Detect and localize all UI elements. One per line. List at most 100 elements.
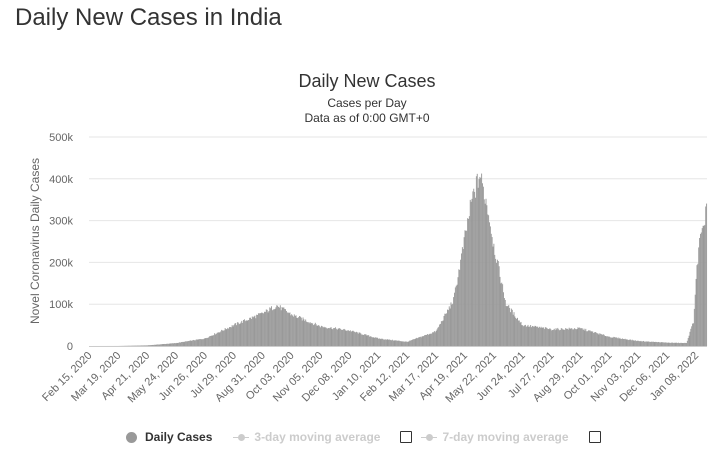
daily-cases-bar (659, 342, 661, 346)
daily-cases-bar (160, 344, 162, 346)
daily-cases-bar (253, 316, 255, 346)
legend: Daily Cases 3-day moving average 7-day m… (126, 427, 601, 447)
daily-cases-bar (229, 327, 231, 346)
daily-cases-bar (291, 314, 293, 346)
daily-cases-bar (649, 341, 651, 346)
daily-cases-bar (648, 341, 650, 346)
daily-cases-bar (425, 334, 427, 346)
daily-cases-bar (180, 342, 182, 346)
daily-cases-bar (216, 332, 218, 346)
daily-cases-bar (520, 321, 522, 346)
y-gridlines (89, 136, 707, 305)
daily-cases-bar (538, 327, 539, 346)
daily-cases-bar (257, 313, 259, 346)
daily-cases-bar (258, 313, 260, 346)
daily-cases-bar (475, 197, 476, 346)
daily-cases-bar (327, 328, 329, 346)
daily-cases-bar (629, 339, 631, 346)
daily-cases-bar (276, 305, 278, 346)
daily-cases-bar (405, 341, 407, 346)
daily-cases-bar (537, 326, 539, 346)
daily-cases-bar (280, 310, 282, 346)
daily-cases-bar (440, 321, 442, 346)
daily-cases-bar (200, 339, 202, 346)
daily-cases-bar (603, 334, 605, 346)
daily-cases-bar (193, 339, 195, 346)
daily-cases-bar (287, 312, 289, 346)
daily-cases-bar (409, 340, 411, 346)
daily-cases-bar (334, 327, 336, 346)
daily-cases-bar (573, 329, 574, 346)
daily-cases-bar (448, 306, 450, 346)
daily-cases-bar (300, 317, 302, 346)
daily-cases-bar (326, 328, 328, 346)
daily-cases-bar (631, 339, 633, 346)
daily-cases-bar (592, 331, 594, 346)
daily-cases-bar (387, 339, 389, 346)
3-day-average-checkbox[interactable] (400, 431, 413, 443)
daily-cases-bar (267, 312, 269, 346)
daily-cases-bar (507, 305, 509, 346)
daily-cases-bar (368, 335, 370, 346)
daily-cases-bar (572, 329, 574, 346)
daily-cases-bar (324, 327, 326, 346)
daily-cases-bar (624, 338, 626, 346)
daily-cases-bar (528, 326, 530, 346)
daily-cases-bar (263, 313, 265, 346)
daily-cases-bar (345, 330, 347, 346)
7-day-average-checkbox[interactable] (588, 431, 601, 443)
daily-cases-bar (514, 316, 516, 346)
daily-cases-bar (405, 341, 406, 346)
daily-cases-bar (480, 177, 482, 346)
daily-cases-bar (360, 333, 362, 346)
daily-cases-bar (261, 312, 263, 346)
daily-cases-bar (233, 324, 235, 346)
daily-cases-bar (496, 259, 498, 346)
daily-cases-bar (638, 341, 640, 346)
daily-cases-bar (147, 345, 149, 346)
daily-cases-bar (244, 321, 246, 346)
daily-cases-bar (278, 307, 280, 346)
daily-cases-bar (341, 329, 343, 346)
daily-cases-bar (416, 337, 418, 346)
daily-cases-bar (527, 324, 529, 346)
daily-cases-bar (531, 325, 533, 346)
daily-cases-bar (670, 342, 672, 346)
daily-cases-bar (426, 334, 428, 346)
daily-cases-bar (594, 332, 596, 346)
daily-cases-bar (582, 329, 584, 346)
daily-cases-bar (556, 329, 558, 346)
daily-cases-bar (309, 322, 311, 346)
daily-cases-bar (690, 328, 692, 346)
daily-cases-bar (700, 233, 701, 346)
daily-cases-bar (672, 342, 674, 346)
daily-cases-bar (691, 326, 693, 346)
daily-cases-bar (654, 342, 656, 346)
daily-cases-bar (163, 344, 165, 346)
daily-cases-bar (628, 340, 630, 346)
daily-cases-bar (607, 336, 609, 346)
daily-cases-bar (186, 341, 188, 346)
y-tick-label: 0 (67, 341, 73, 353)
legend-item-7-day-average[interactable]: 7-day moving average (421, 430, 569, 444)
legend-item-3-day-average[interactable]: 3-day moving average (233, 430, 380, 444)
daily-cases-bar (524, 325, 525, 346)
daily-cases-bar (475, 176, 477, 346)
daily-cases-bar (523, 326, 525, 346)
daily-cases-bar (228, 328, 230, 346)
daily-cases-bar (355, 331, 357, 346)
daily-cases-bar (364, 334, 366, 346)
daily-cases-bar (264, 311, 265, 346)
daily-cases-bar (563, 329, 565, 346)
daily-cases-bar (465, 230, 467, 346)
daily-cases-bar (673, 342, 675, 346)
daily-cases-bar (222, 330, 223, 346)
daily-cases-bar (512, 314, 514, 346)
daily-cases-bar (519, 322, 521, 346)
daily-cases-bar (501, 282, 503, 346)
daily-cases-bar (303, 319, 305, 346)
daily-cases-bar (481, 173, 483, 346)
legend-item-daily-cases[interactable]: Daily Cases (126, 430, 212, 444)
daily-cases-bar (633, 340, 635, 346)
daily-cases-bar (155, 344, 157, 346)
